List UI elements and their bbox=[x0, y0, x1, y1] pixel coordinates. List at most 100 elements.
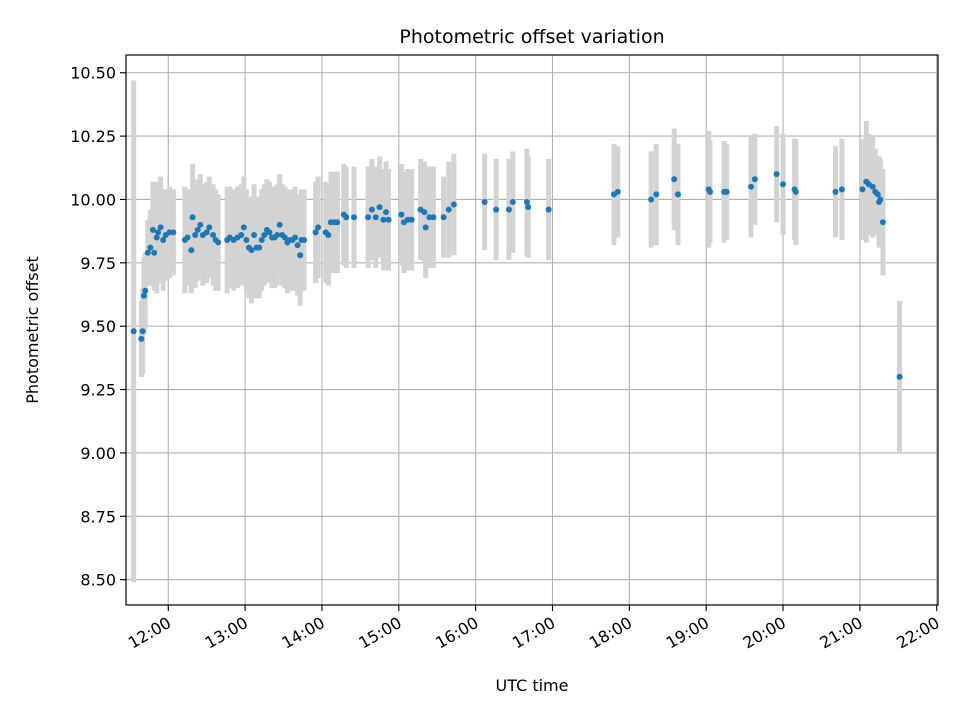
data-point bbox=[751, 176, 758, 183]
data-point bbox=[206, 224, 213, 231]
data-point bbox=[139, 328, 146, 335]
data-point bbox=[365, 214, 372, 221]
data-point bbox=[382, 209, 389, 216]
data-point bbox=[445, 206, 452, 213]
y-axis-ticks: 8.50 8.75 9.00 9.25 9.50 9.75 10.00 10.25 10.50 bbox=[70, 64, 126, 590]
data-point bbox=[251, 231, 258, 238]
y-tick-label: 9.75 bbox=[80, 254, 116, 273]
data-point bbox=[140, 292, 147, 299]
data-point bbox=[653, 191, 660, 198]
data-point bbox=[312, 229, 319, 236]
data-point bbox=[160, 237, 167, 244]
data-point bbox=[189, 214, 196, 221]
data-point bbox=[258, 237, 265, 244]
data-point bbox=[525, 204, 532, 211]
data-point bbox=[188, 247, 195, 254]
data-point bbox=[869, 183, 876, 190]
data-point bbox=[297, 252, 304, 259]
data-point bbox=[707, 188, 714, 195]
data-point bbox=[838, 186, 845, 193]
data-point bbox=[671, 176, 678, 183]
data-point bbox=[325, 231, 332, 238]
data-point bbox=[440, 214, 447, 221]
data-point bbox=[376, 204, 383, 211]
data-point bbox=[215, 239, 222, 246]
data-point bbox=[509, 199, 516, 206]
data-point bbox=[648, 196, 655, 203]
data-point bbox=[301, 237, 308, 244]
data-point bbox=[153, 234, 160, 241]
data-point bbox=[877, 196, 884, 203]
data-point bbox=[194, 226, 201, 233]
data-point bbox=[385, 216, 392, 223]
data-point bbox=[874, 191, 881, 198]
data-point bbox=[368, 206, 375, 213]
data-points bbox=[130, 171, 903, 380]
data-point bbox=[192, 231, 199, 238]
data-point bbox=[832, 188, 839, 195]
data-point bbox=[151, 249, 158, 256]
data-point bbox=[773, 171, 780, 178]
data-point bbox=[334, 219, 341, 226]
data-point bbox=[248, 247, 255, 254]
data-point bbox=[421, 209, 428, 216]
data-point bbox=[261, 231, 268, 238]
data-point bbox=[274, 231, 281, 238]
y-tick-label: 10.25 bbox=[70, 127, 116, 146]
data-point bbox=[266, 229, 273, 236]
data-point bbox=[276, 221, 283, 228]
data-point bbox=[243, 237, 250, 244]
y-tick-label: 10.00 bbox=[70, 190, 116, 209]
y-tick-label: 9.50 bbox=[80, 317, 116, 336]
data-point bbox=[493, 206, 500, 213]
data-point bbox=[896, 373, 903, 380]
data-point bbox=[879, 219, 886, 226]
data-point bbox=[780, 181, 787, 188]
data-point bbox=[792, 188, 799, 195]
data-point bbox=[398, 211, 405, 218]
x-axis-label: UTC time bbox=[496, 676, 569, 695]
data-point bbox=[523, 199, 530, 206]
data-point bbox=[614, 188, 621, 195]
data-point bbox=[155, 229, 162, 236]
data-point bbox=[372, 214, 379, 221]
data-point bbox=[505, 206, 512, 213]
data-point bbox=[292, 234, 299, 241]
data-point bbox=[481, 199, 488, 206]
data-point bbox=[350, 214, 357, 221]
chart-title: Photometric offset variation bbox=[399, 26, 664, 48]
y-tick-label: 10.50 bbox=[70, 64, 116, 83]
data-point bbox=[294, 242, 301, 249]
data-point bbox=[157, 224, 164, 231]
data-point bbox=[315, 224, 322, 231]
data-point bbox=[380, 216, 387, 223]
data-point bbox=[144, 249, 151, 256]
data-point bbox=[545, 206, 552, 213]
data-point bbox=[748, 183, 755, 190]
data-point bbox=[130, 328, 137, 335]
data-point bbox=[147, 244, 154, 251]
data-point bbox=[149, 226, 156, 233]
data-point bbox=[256, 244, 263, 251]
data-point bbox=[408, 216, 415, 223]
data-point bbox=[170, 229, 177, 236]
data-point bbox=[859, 186, 866, 193]
data-point bbox=[281, 234, 288, 241]
y-tick-label: 8.50 bbox=[80, 571, 116, 590]
data-point bbox=[210, 231, 217, 238]
data-point bbox=[723, 188, 730, 195]
data-point bbox=[238, 231, 245, 238]
data-point bbox=[675, 191, 682, 198]
y-tick-label: 8.75 bbox=[80, 507, 116, 526]
plot-frame bbox=[125, 54, 939, 606]
data-point bbox=[184, 234, 191, 241]
data-point bbox=[197, 221, 204, 228]
data-point bbox=[142, 287, 149, 294]
data-point bbox=[343, 214, 350, 221]
data-point bbox=[430, 214, 437, 221]
data-point bbox=[203, 229, 210, 236]
data-point bbox=[450, 201, 457, 208]
data-point bbox=[422, 224, 429, 231]
